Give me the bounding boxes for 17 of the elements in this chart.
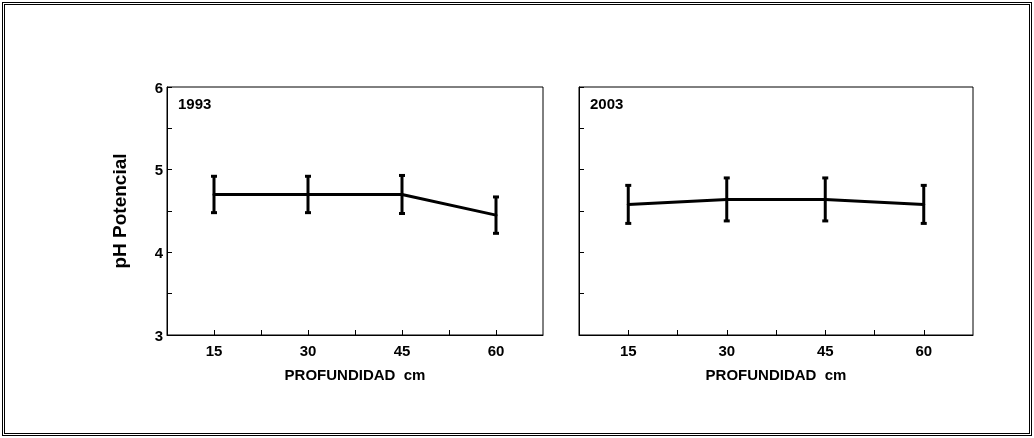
x-tick-label: 30 (718, 342, 736, 359)
y-axis-title: pH Potencial (109, 153, 130, 269)
x-axis-title: PROFUNDIDAD cm (284, 366, 426, 383)
x-tick-label: 60 (487, 342, 505, 359)
x-axis-title: PROFUNDIDAD cm (705, 366, 847, 383)
x-tick-label: 45 (393, 342, 411, 359)
y-tick-label: 4 (154, 243, 164, 261)
x-tick-label: 60 (915, 342, 933, 359)
x-tick-label: 30 (299, 342, 317, 359)
text: 2003 (590, 95, 624, 112)
x-tick-label: 45 (816, 342, 834, 359)
x-tick-label: 15 (619, 342, 637, 359)
y-tick-label: 6 (154, 78, 163, 96)
y-tick-label: 3 (154, 326, 163, 344)
y-tick-label: 5 (154, 161, 163, 179)
text: 1993 (178, 95, 212, 112)
x-tick-label: 15 (205, 342, 223, 359)
